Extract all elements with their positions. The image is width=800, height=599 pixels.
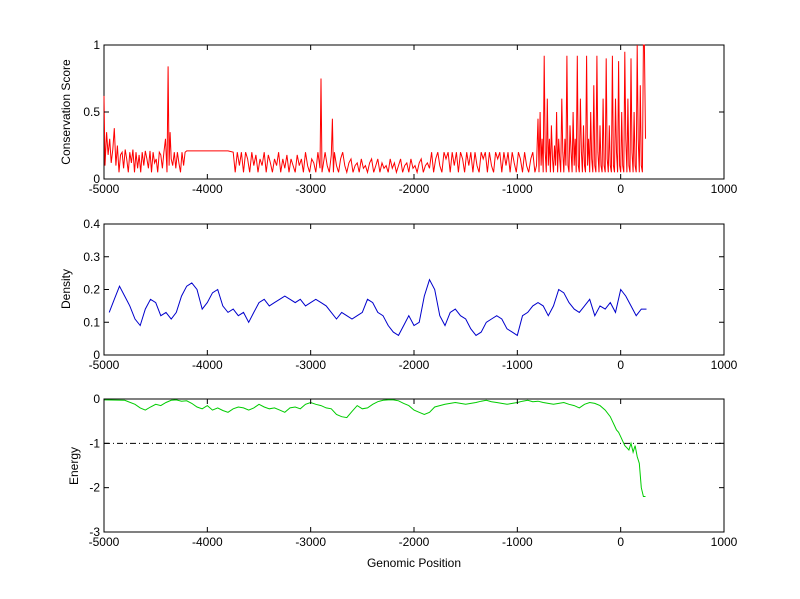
- energy-ytick-label-1: -2: [89, 481, 100, 495]
- energy-xtick-label-4: -1000: [502, 535, 533, 549]
- conservation-marks: [103, 44, 646, 175]
- conservation-xtick-label-2: -3000: [295, 182, 326, 196]
- density-ytick-label-4: 0.4: [83, 217, 100, 231]
- density-xtick-label-5: 0: [617, 358, 624, 372]
- conservation-xtick-label-0: -5000: [89, 182, 120, 196]
- density-xtick-label-1: -4000: [192, 358, 223, 372]
- conservation-ylabel: Conservation Score: [59, 59, 73, 165]
- energy-xtick-label-0: -5000: [89, 535, 120, 549]
- energy-xtick-label-3: -2000: [399, 535, 430, 549]
- density-xtick-label-3: -2000: [399, 358, 430, 372]
- energy-ylabel: Energy: [67, 447, 81, 485]
- energy-axes: [103, 398, 725, 533]
- energy-ytick-label-3: 0: [93, 392, 100, 406]
- energy-xtick-label-6: 1000: [711, 535, 738, 549]
- energy-xlabel: Genomic Position: [367, 556, 461, 570]
- density-series-line-0: [108, 278, 647, 337]
- energy-panel: -5000 -4000 -3000 -2000 -1000 0 1000 -3 -2 -1 0 En…: [67, 392, 738, 570]
- energy-xtick-label-1: -4000: [192, 535, 223, 549]
- density-xtick-label-2: -3000: [295, 358, 326, 372]
- conservation-ytick-label-2: 1: [93, 38, 100, 52]
- energy-ticks: -5000 -4000 -3000 -2000 -1000 0 1000 -3 -2 -1 0: [89, 392, 738, 549]
- conservation-xtick-label-5: 0: [617, 182, 624, 196]
- density-panel: -5000 -4000 -3000 -2000 -1000 0 1000 0 0.1 0.2 0.3…: [59, 217, 738, 372]
- density-ylabel: Density: [59, 269, 73, 309]
- density-xtick-label-4: -1000: [502, 358, 533, 372]
- conservation-xtick-label-6: 1000: [711, 182, 738, 196]
- energy-series-line-0: [103, 399, 646, 497]
- energy-xtick-label-2: -3000: [295, 535, 326, 549]
- energy-xtick-label-5: 0: [617, 535, 624, 549]
- conservation-ytick-label-0: 0: [93, 172, 100, 186]
- conservation-ytick-label-1: 0.5: [83, 105, 100, 119]
- conservation-xtick-label-4: -1000: [502, 182, 533, 196]
- density-marks: [108, 278, 647, 337]
- energy-ytick-label-0: -3: [89, 525, 100, 539]
- energy-ytick-label-2: -1: [89, 436, 100, 450]
- conservation-series-line-0: [103, 44, 646, 175]
- energy-marks: [103, 399, 646, 497]
- conservation-xtick-label-1: -4000: [192, 182, 223, 196]
- density-ytick-label-0: 0: [93, 348, 100, 362]
- density-ytick-label-3: 0.3: [83, 250, 100, 264]
- conservation-xtick-label-3: -2000: [399, 182, 430, 196]
- conservation-ticks: -5000 -4000 -3000 -2000 -1000 0 1000 0 0.5 1: [83, 38, 737, 196]
- density-ytick-label-1: 0.1: [83, 315, 100, 329]
- conservation-panel: -5000 -4000 -3000 -2000 -1000 0 1000 0 0.5 1 Cons…: [59, 38, 738, 196]
- density-ytick-label-2: 0.2: [83, 283, 100, 297]
- density-xtick-label-6: 1000: [711, 358, 738, 372]
- density-ticks: -5000 -4000 -3000 -2000 -1000 0 1000 0 0.1 0.2 0.3…: [83, 217, 737, 372]
- density-xtick-label-0: -5000: [89, 358, 120, 372]
